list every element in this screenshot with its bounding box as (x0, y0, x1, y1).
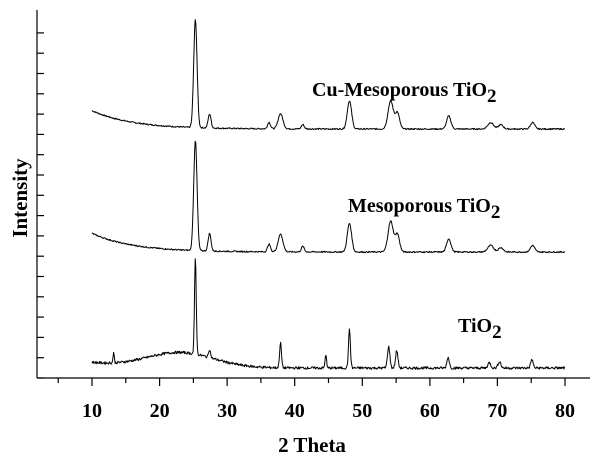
series-labels: Cu-Mesoporous TiO2 Mesoporous TiO2 TiO2 (312, 79, 502, 343)
series-group (91, 19, 566, 370)
x-tick-label: 80 (555, 400, 575, 422)
x-tick-label: 40 (285, 400, 305, 422)
series-line-2 (91, 140, 566, 254)
series-label-1: Cu-Mesoporous TiO2 (312, 79, 497, 107)
x-tick-label: 70 (487, 400, 507, 422)
x-tick-label: 60 (420, 400, 440, 422)
y-axis-title: Intensity (8, 158, 32, 238)
series-line-3 (91, 258, 566, 370)
x-tick-label: 20 (150, 400, 170, 422)
y-ticks (37, 32, 44, 379)
series-line-1 (91, 19, 565, 131)
x-ticks: 10 20 30 40 50 60 70 80 (57, 378, 575, 422)
x-tick-label: 30 (217, 400, 237, 422)
x-axis-title: 2 Theta (278, 433, 346, 457)
series-label-3: TiO2 (458, 315, 502, 343)
x-tick-label: 50 (352, 400, 372, 422)
series-label-2: Mesoporous TiO2 (348, 195, 500, 223)
x-tick-label: 10 (82, 400, 102, 422)
